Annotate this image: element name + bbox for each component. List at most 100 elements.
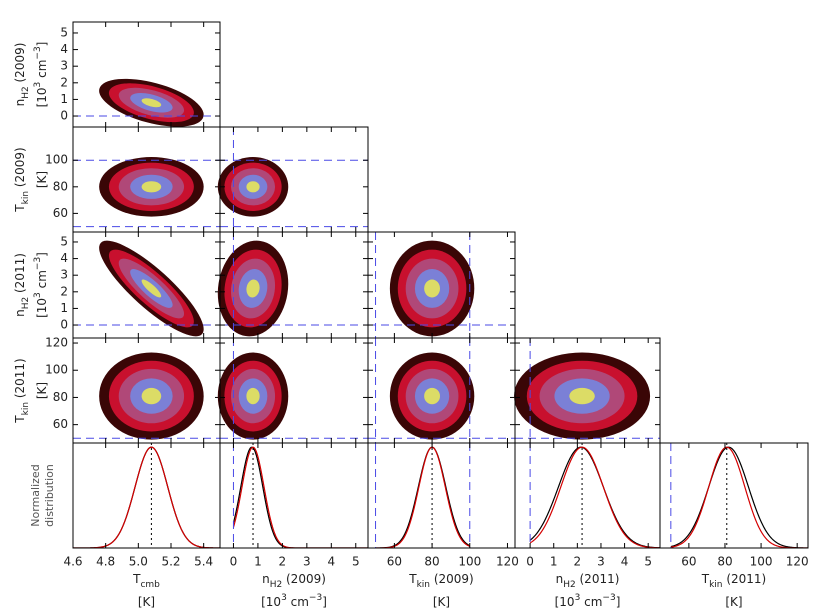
label-rest: (2009)	[13, 147, 27, 191]
unit-text: [K]	[35, 382, 49, 399]
density-contour	[246, 181, 260, 193]
curve-panel	[670, 446, 809, 548]
label-sub: H2	[270, 580, 283, 590]
label-sub: H2	[563, 580, 576, 590]
unit-text: [K]	[433, 595, 450, 609]
y-axis-unit: [K]	[35, 171, 49, 188]
y-axis-label: Normalized	[29, 464, 42, 526]
y-axis-unit: [103 cm−3]	[33, 42, 49, 108]
y-tick-label: 80	[53, 390, 68, 404]
x-tick-label: 80	[424, 555, 439, 569]
y-tick-label: 3	[60, 59, 68, 73]
distribution-curve	[375, 446, 470, 548]
x-tick-label: 4.8	[96, 555, 115, 569]
label-main: T	[701, 572, 710, 586]
x-tick-label: 1	[254, 555, 262, 569]
x-axis-unit: [K]	[725, 595, 742, 609]
unit-sup: 3	[33, 292, 43, 298]
x-axis-label: Tkin (2011)	[701, 572, 766, 590]
distribution-curve	[530, 446, 660, 548]
unit-text: [10	[555, 595, 575, 609]
y-axis-label: nH2 (2011)	[13, 253, 31, 317]
x-tick-label: 4	[621, 555, 629, 569]
label-main: T	[13, 415, 27, 424]
label-rest: (2009)	[13, 43, 27, 87]
y-axis-label: Tkin (2009)	[13, 147, 31, 212]
unit-text: cm	[287, 595, 309, 609]
y-tick-label: 5	[60, 234, 68, 248]
x-axis-label: Tkin (2009)	[408, 572, 473, 590]
x-tick-label: 60	[387, 555, 402, 569]
distribution-curve	[530, 446, 660, 548]
x-tick-label: 80	[717, 555, 732, 569]
x-tick-label: 5.4	[194, 555, 213, 569]
density-contour	[424, 387, 440, 405]
y-tick-label: 4	[60, 251, 68, 265]
y-tick-label: 2	[60, 284, 68, 298]
y-tick-label: 100	[45, 153, 68, 167]
label-main: n	[556, 572, 564, 586]
label-sub: kin	[21, 402, 31, 415]
label-rest: (2009)	[282, 572, 326, 586]
density-contour	[569, 387, 595, 405]
x-tick-label: 60	[681, 555, 696, 569]
x-axis-unit: [103 cm−3]	[555, 593, 621, 609]
unit-text: ]	[35, 252, 49, 257]
x-tick-label: 3	[303, 555, 311, 569]
curve-panel	[233, 446, 368, 548]
density-contour	[424, 279, 440, 298]
density-contour	[141, 387, 162, 405]
y-tick-label: 80	[53, 179, 68, 193]
label-sub: H2	[21, 86, 31, 99]
x-axis-unit: [103 cm−3]	[261, 593, 327, 609]
x-axis-label: nH2 (2011)	[556, 572, 620, 590]
label-main: T	[13, 204, 27, 213]
x-tick-label: 5.2	[161, 555, 180, 569]
panel-frame	[367, 442, 516, 549]
label-main: T	[132, 572, 141, 586]
density-contour	[141, 181, 162, 193]
x-tick-label: 5	[352, 555, 360, 569]
x-tick-label: 0	[230, 555, 238, 569]
x-tick-label: 5	[644, 555, 652, 569]
y-tick-label: 60	[53, 417, 68, 431]
y-tick-label: 0	[60, 318, 68, 332]
label-sub: H2	[21, 297, 31, 310]
density-contour	[246, 387, 260, 405]
unit-sup: −3	[33, 257, 43, 270]
curve-panel	[530, 446, 660, 548]
y-tick-label: 100	[45, 363, 68, 377]
x-tick-label: 4	[327, 555, 335, 569]
unit-sup: 3	[281, 593, 287, 603]
unit-text: [10	[35, 298, 49, 318]
unit-text: cm	[35, 270, 49, 292]
unit-text: cm	[580, 595, 602, 609]
unit-text: ]	[616, 595, 621, 609]
unit-sup: 3	[33, 82, 43, 88]
x-tick-label: 120	[496, 555, 519, 569]
panel-frame	[659, 442, 809, 549]
unit-text: [10	[261, 595, 281, 609]
x-axis-label: Tcmb	[132, 572, 160, 590]
x-tick-label: 1	[550, 555, 558, 569]
distribution-curve	[670, 446, 808, 548]
x-tick-label: 4.6	[63, 555, 82, 569]
x-axis-unit: [K]	[433, 595, 450, 609]
x-tick-label: 3	[597, 555, 605, 569]
unit-text: [K]	[35, 171, 49, 188]
distribution-curve	[73, 446, 220, 548]
distribution-curve	[670, 446, 809, 548]
curve-panel	[73, 446, 220, 548]
panel-frame	[514, 442, 661, 549]
unit-sup: 3	[575, 593, 581, 603]
unit-text: ]	[322, 595, 327, 609]
y-tick-label: 0	[60, 109, 68, 123]
y-axis-label: Tkin (2011)	[13, 358, 31, 423]
curve-panel	[375, 446, 470, 548]
label-rest: (2011)	[13, 253, 27, 297]
y-tick-label: 3	[60, 268, 68, 282]
x-tick-label: 100	[750, 555, 773, 569]
density-contour	[141, 279, 162, 298]
y-tick-label: 1	[60, 92, 68, 106]
